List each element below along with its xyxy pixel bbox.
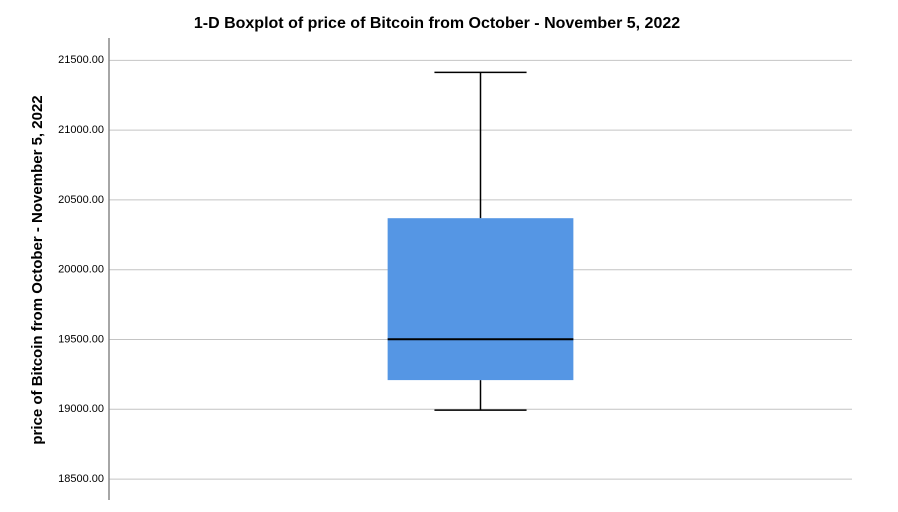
y-axis-label: price of Bitcoin from October - November… — [29, 95, 46, 444]
y-tick-label: 18500.00 — [58, 473, 104, 485]
y-tick-label: 19000.00 — [58, 403, 104, 415]
y-tick-label: 21000.00 — [58, 124, 104, 136]
chart-title: 1-D Boxplot of price of Bitcoin from Oct… — [194, 15, 680, 32]
box — [387, 218, 574, 381]
y-tick-label: 20500.00 — [58, 194, 104, 206]
y-tick-label: 20000.00 — [58, 264, 104, 276]
y-tick-label: 21500.00 — [58, 54, 104, 66]
y-tick-label: 19500.00 — [58, 333, 104, 345]
